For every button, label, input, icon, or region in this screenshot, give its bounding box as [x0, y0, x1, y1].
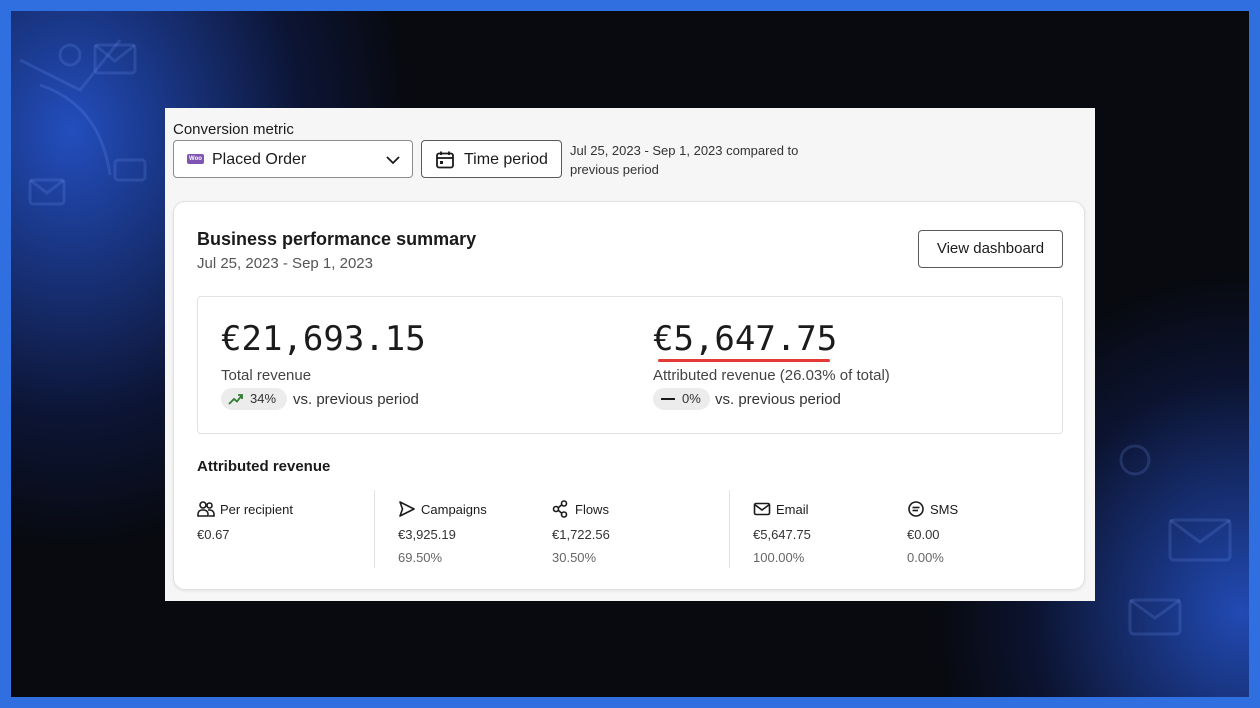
period-description: Jul 25, 2023 - Sep 1, 2023 compared to p… [570, 143, 799, 177]
card-title: Business performance summary [197, 229, 477, 249]
view-dashboard-button[interactable]: View dashboard [918, 230, 1063, 268]
calendar-icon [436, 151, 454, 169]
metric-percent: 100.00% [753, 550, 805, 565]
selected-metric-value: Placed Order [212, 151, 307, 168]
card-date-range: Jul 25, 2023 - Sep 1, 2023 [197, 255, 373, 272]
revenue-stats-box: €21,693.15 Total revenue 34% vs. previou… [197, 296, 1063, 434]
metric-percent: 69.50% [398, 550, 443, 565]
conversion-panel: Conversion metric Woo Placed Order Time … [165, 108, 1095, 601]
attributed-revenue-change: 0% [682, 391, 701, 406]
flows-icon [552, 500, 568, 518]
divider [729, 490, 730, 568]
trend-up-icon [228, 394, 243, 405]
time-period-button[interactable]: Time period [421, 140, 562, 178]
conversion-metric-label: Conversion metric [173, 121, 294, 138]
metric-label: SMS [930, 502, 959, 517]
metric-value: €5,647.75 [753, 527, 811, 542]
metric-percent: 0.00% [907, 550, 944, 565]
attributed-revenue-change-badge: 0% [653, 388, 710, 410]
send-icon [399, 501, 415, 517]
attributed-revenue-value: €5,647.75 [653, 319, 838, 359]
metric-value: €0.67 [197, 527, 230, 542]
total-revenue-comparison: vs. previous period [293, 391, 419, 408]
conversion-metric-select[interactable]: Woo Placed Order [173, 140, 413, 178]
business-performance-card: Business performance summary Jul 25, 202… [173, 201, 1085, 590]
time-period-label: Time period [464, 151, 548, 168]
attributed-revenue-label: Attributed revenue (26.03% of total) [653, 367, 890, 384]
total-revenue-change: 34% [250, 391, 277, 406]
mail-icon [753, 502, 771, 516]
attributed-revenue-section-title: Attributed revenue [197, 458, 331, 475]
dash-icon [661, 398, 675, 400]
metric-percent: 30.50% [552, 550, 597, 565]
highlight-underline [658, 359, 830, 362]
total-revenue-value: €21,693.15 [221, 319, 426, 359]
total-revenue-label: Total revenue [221, 367, 312, 384]
sms-icon [908, 501, 924, 517]
metric-label: Campaigns [421, 502, 487, 517]
divider [374, 490, 375, 568]
users-icon [197, 501, 215, 517]
metric-label: Per recipient [220, 502, 293, 517]
metric-value: €0.00 [907, 527, 940, 542]
metric-label: Email [776, 502, 809, 517]
metric-value: €3,925.19 [398, 527, 456, 542]
attributed-revenue-comparison: vs. previous period [715, 391, 841, 408]
metric-label: Flows [575, 502, 609, 517]
woocommerce-icon: Woo [187, 154, 204, 164]
chevron-down-icon [386, 156, 400, 165]
total-revenue-change-badge: 34% [221, 388, 287, 410]
metric-value: €1,722.56 [552, 527, 610, 542]
